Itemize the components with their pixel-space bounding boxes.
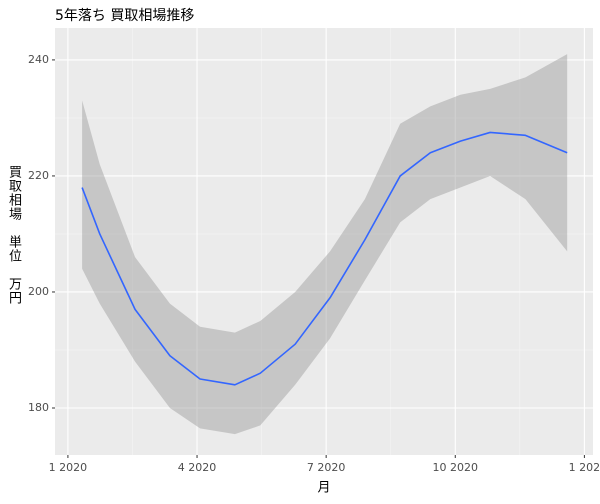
y-axis-label: 買取相場 単位 万円 [6,165,21,305]
y-tick-label: 180 [28,401,49,414]
smooth-line [81,131,568,386]
x-tick-label: 10 2020 [433,461,479,474]
confidence-band [82,54,568,435]
x-tick-label: 1 2020 [49,461,88,474]
y-tick-label: 200 [28,285,49,298]
plot-panel [55,28,593,455]
x-tick-label: 7 2020 [307,461,346,474]
y-tick-label: 240 [28,53,49,66]
chart-title: 5年落ち 買取相場推移 [55,8,194,24]
y-tick-label: 220 [28,169,49,182]
x-tick-label: 1 202 [569,461,600,474]
x-axis-label: 月 [317,481,330,496]
x-tick-label: 4 2020 [178,461,217,474]
